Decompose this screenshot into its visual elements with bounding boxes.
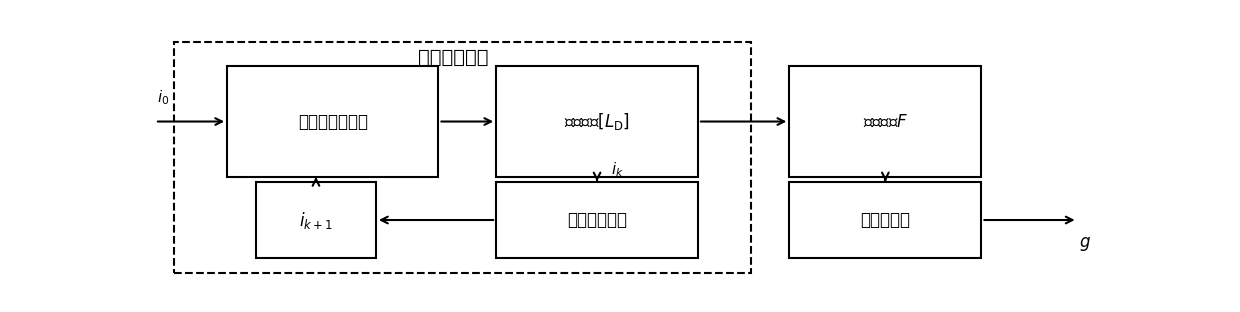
Text: 绕组受力$\mathit{F}$: 绕组受力$\mathit{F}$ [863, 113, 908, 130]
Bar [789, 66, 982, 177]
Text: $\mathit{g}$: $\mathit{g}$ [1080, 235, 1091, 253]
Text: 动态电感[$\mathit{L}$$_\mathrm{D}$]: 动态电感[$\mathit{L}$$_\mathrm{D}$] [564, 111, 630, 132]
Text: 谐响应分析: 谐响应分析 [861, 211, 910, 229]
Text: 有限元磁场模型: 有限元磁场模型 [298, 113, 368, 130]
Bar [255, 182, 376, 258]
Bar [174, 42, 751, 273]
Bar [789, 182, 982, 258]
Bar [227, 66, 439, 177]
Text: 场路耦合模型: 场路耦合模型 [418, 48, 489, 67]
Text: 微分电路模型: 微分电路模型 [567, 211, 627, 229]
Bar [496, 66, 698, 177]
Bar [496, 182, 698, 258]
Text: $\mathbf{\mathit{i}}_{k+1}$: $\mathbf{\mathit{i}}_{k+1}$ [299, 210, 334, 231]
Text: $\mathit{i}_0$: $\mathit{i}_0$ [157, 88, 170, 107]
Text: $\mathit{i}_k$: $\mathit{i}_k$ [611, 160, 624, 179]
